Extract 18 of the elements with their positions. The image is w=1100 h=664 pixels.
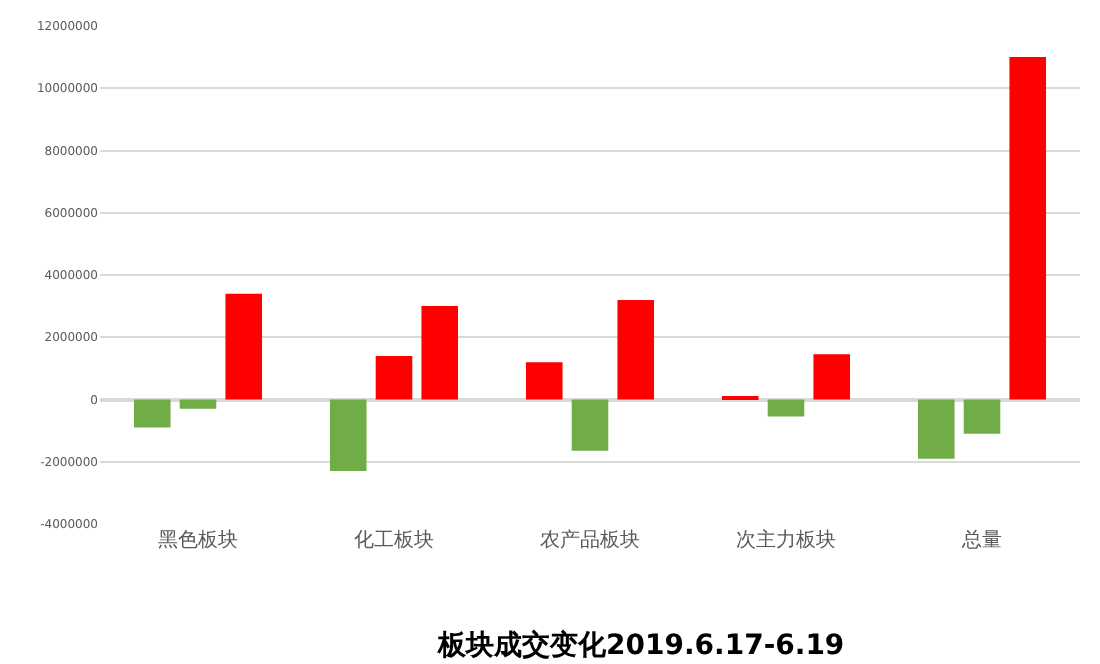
bar: [179, 399, 217, 409]
bar: [617, 299, 655, 400]
bar: [133, 399, 171, 428]
x-tick-label: 黑色板块: [158, 528, 238, 552]
bar: [813, 354, 851, 400]
x-tick-label: 农产品板块: [540, 528, 640, 552]
x-tick-label: 次主力板块: [736, 528, 836, 552]
bar: [963, 399, 1001, 434]
bar: [329, 399, 367, 472]
x-tick-label: 总量: [960, 528, 1002, 552]
text: 板块成交变化2019.6.17-6.19: [436, 628, 845, 662]
bar: [225, 293, 263, 400]
bar: [1009, 57, 1047, 400]
bar: [767, 399, 805, 417]
bar: [571, 399, 609, 451]
bar: [421, 306, 459, 400]
x-tick-label: 化工板块: [354, 528, 434, 552]
bar: [917, 399, 955, 459]
